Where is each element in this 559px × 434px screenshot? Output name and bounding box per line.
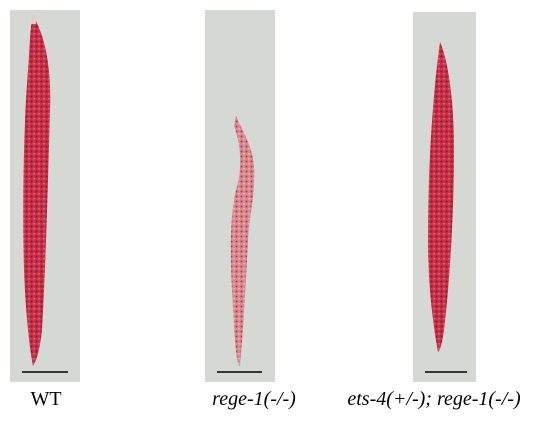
figure: WT rege-1(-/-) ets-4(+/-); rege-1(-/-) <box>0 0 559 434</box>
worm-head <box>31 14 36 24</box>
panel-ets4-rege1 <box>413 12 476 382</box>
figure-svg: WT rege-1(-/-) ets-4(+/-); rege-1(-/-) <box>0 0 559 434</box>
panel-label: rege-1(-/-) <box>212 388 296 410</box>
panel-label: WT <box>30 388 61 410</box>
panel-wt <box>10 10 80 382</box>
panel-rege1 <box>205 10 275 382</box>
panel-label: ets-4(+/-); rege-1(-/-) <box>347 388 521 410</box>
